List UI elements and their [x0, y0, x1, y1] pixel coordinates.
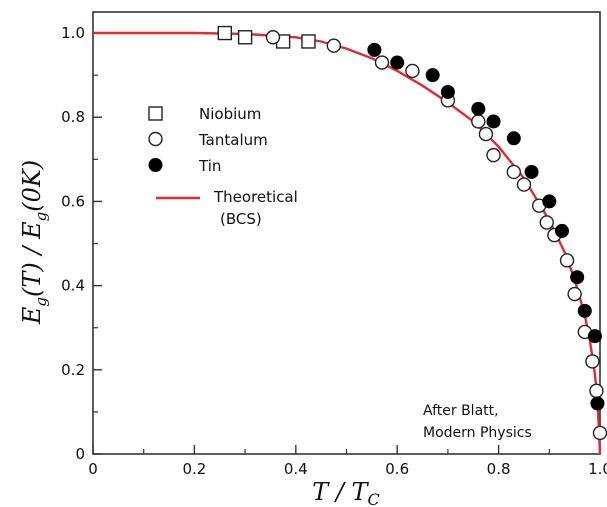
point-tin	[367, 43, 381, 57]
legend-label-theoretical: Theoretical	[213, 188, 298, 206]
point-tin	[555, 224, 569, 238]
point-tantalum	[479, 128, 492, 141]
x-tick-label: 0.6	[385, 460, 409, 478]
legend-label-bcs: (BCS)	[220, 210, 262, 228]
point-tin	[390, 56, 404, 70]
x-tick-label: 0.4	[284, 460, 308, 478]
theoretical-curve	[93, 33, 600, 454]
point-niobium	[218, 27, 231, 40]
point-tantalum	[507, 165, 520, 178]
axis-tick-labels: 0 0.2 0.4 0.6 0.8 1.0 0 0.2 0.4 0.6 0.8 1.0	[61, 24, 607, 478]
point-tantalum	[517, 178, 530, 191]
annotation-line-1: After Blatt,	[423, 403, 499, 419]
legend-label-niobium: Niobium	[199, 105, 261, 123]
point-tantalum	[586, 355, 599, 368]
point-tin	[542, 194, 556, 208]
point-tin	[570, 270, 584, 284]
point-tantalum	[594, 426, 607, 439]
point-tin	[507, 131, 521, 145]
x-axis-title: T / TC	[312, 478, 380, 507]
point-tantalum	[472, 115, 485, 128]
point-tantalum	[540, 216, 553, 229]
point-tin	[588, 329, 602, 343]
point-tantalum	[568, 288, 581, 301]
plot-frame	[93, 12, 600, 454]
legend-marker-tin	[149, 158, 163, 172]
point-tantalum	[266, 31, 279, 44]
legend: Niobium Tantalum Tin Theoretical (BCS)	[149, 105, 298, 228]
data-points	[218, 27, 606, 440]
point-tin	[590, 396, 604, 410]
point-tantalum	[327, 39, 340, 52]
point-tin	[525, 165, 539, 179]
x-tick-label: 0.8	[487, 460, 511, 478]
point-tantalum	[406, 64, 419, 77]
y-tick-label: 0.2	[61, 361, 85, 379]
y-axis-title: Eg(T) / Eg(0K)	[18, 160, 50, 325]
x-tick-label: 1.0	[588, 460, 607, 478]
point-tin	[426, 68, 440, 82]
point-tin	[471, 102, 485, 116]
y-tick-label: 0.6	[61, 192, 85, 210]
legend-label-tin: Tin	[198, 157, 221, 175]
point-tantalum	[375, 56, 388, 69]
point-tin	[578, 304, 592, 318]
point-tantalum	[590, 384, 603, 397]
point-niobium	[239, 31, 252, 44]
point-niobium	[302, 35, 315, 48]
y-tick-label: 1.0	[61, 24, 85, 42]
point-tin	[441, 85, 455, 99]
point-tin	[487, 114, 501, 128]
point-tantalum	[561, 254, 574, 267]
legend-marker-tantalum	[149, 133, 162, 146]
y-tick-label: 0	[75, 445, 85, 463]
legend-label-tantalum: Tantalum	[198, 131, 268, 149]
annotation-line-2: Modern Physics	[423, 425, 532, 441]
y-tick-label: 0.4	[61, 277, 85, 295]
axis-ticks	[93, 33, 600, 454]
x-tick-label: 0	[88, 460, 98, 478]
point-tantalum	[487, 149, 500, 162]
legend-marker-niobium	[149, 107, 162, 120]
y-tick-label: 0.8	[61, 108, 85, 126]
x-tick-label: 0.2	[182, 460, 206, 478]
